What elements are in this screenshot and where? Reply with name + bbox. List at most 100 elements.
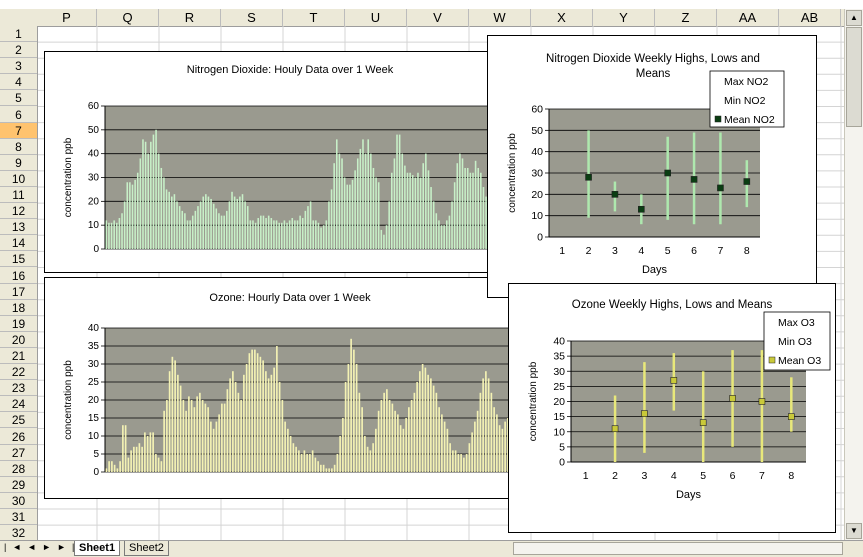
data-bar xyxy=(356,158,359,249)
data-bar xyxy=(438,220,440,249)
column-header-x[interactable]: X xyxy=(531,9,593,26)
tab-navigation-icons[interactable]: |◄◄►►| xyxy=(4,542,81,552)
row-header-20[interactable]: 20 xyxy=(0,332,37,348)
data-bar xyxy=(333,464,336,472)
row-header-27[interactable]: 27 xyxy=(0,445,37,461)
no2-hourly-chart[interactable]: Nitrogen Dioxide: Houly Data over 1 Week… xyxy=(44,51,551,273)
chart-title: Means xyxy=(636,68,671,80)
y-tick-label: 40 xyxy=(531,146,543,158)
x-tick-label: 8 xyxy=(744,245,750,257)
data-bar xyxy=(291,218,294,249)
data-bar xyxy=(358,392,361,472)
x-tick-label: 6 xyxy=(730,470,736,482)
data-bar xyxy=(226,210,228,249)
row-header-12[interactable]: 12 xyxy=(0,203,37,220)
row-header-25[interactable]: 25 xyxy=(0,412,37,429)
row-header-22[interactable]: 22 xyxy=(0,364,37,381)
data-bar xyxy=(232,371,234,472)
y-tick-label: 30 xyxy=(88,173,100,184)
row-header-8[interactable]: 8 xyxy=(0,139,37,155)
data-bar xyxy=(212,203,215,249)
column-header-z[interactable]: Z xyxy=(655,9,717,26)
data-bar xyxy=(485,371,487,472)
row-header-16[interactable]: 16 xyxy=(0,268,37,284)
row-header-1[interactable]: 1 xyxy=(0,26,37,42)
column-header-ab[interactable]: AB xyxy=(779,9,841,26)
tab-sheet1[interactable]: Sheet1 xyxy=(74,541,121,556)
no2-weekly-chart[interactable]: Nitrogen Dioxide Weekly Highs, Lows and M… xyxy=(487,35,817,298)
data-bar xyxy=(441,414,443,472)
row-header-11[interactable]: 11 xyxy=(0,187,37,203)
column-header-w[interactable]: W xyxy=(469,9,531,26)
scroll-up-icon[interactable]: ▲ xyxy=(846,10,862,26)
column-header-v[interactable]: V xyxy=(407,9,469,26)
o3-hourly-chart[interactable]: Ozone: Hourly Data over 1 Week 0 5 10 15 20 25… xyxy=(44,277,551,499)
row-header-10[interactable]: 10 xyxy=(0,171,37,187)
row-header-9[interactable]: 9 xyxy=(0,155,37,171)
data-bar xyxy=(155,454,157,472)
data-bar xyxy=(296,220,299,249)
column-header-u[interactable]: U xyxy=(345,9,407,26)
data-bar xyxy=(490,392,493,472)
data-bar xyxy=(155,129,157,249)
data-bar xyxy=(226,389,229,472)
row-header-13[interactable]: 13 xyxy=(0,219,37,236)
column-header-r[interactable]: R xyxy=(159,9,221,26)
row-header-17[interactable]: 17 xyxy=(0,284,37,300)
column-header-y[interactable]: Y xyxy=(593,9,655,26)
row-header-3[interactable]: 3 xyxy=(0,58,37,75)
data-bar xyxy=(218,414,220,472)
row-header-14[interactable]: 14 xyxy=(0,235,37,252)
data-bar xyxy=(388,201,390,249)
data-bar xyxy=(130,450,132,472)
row-header-31[interactable]: 31 xyxy=(0,509,37,525)
mean-marker xyxy=(585,173,592,181)
data-bar xyxy=(229,378,231,472)
data-bar xyxy=(409,172,411,249)
row-header-24[interactable]: 24 xyxy=(0,396,37,413)
row-header-23[interactable]: 23 xyxy=(0,380,37,397)
row-header-15[interactable]: 15 xyxy=(0,251,37,268)
row-header-28[interactable]: 28 xyxy=(0,461,37,477)
data-bar xyxy=(421,364,424,472)
data-bar xyxy=(160,461,163,472)
scroll-down-icon[interactable]: ▼ xyxy=(846,523,862,539)
column-header-t[interactable]: T xyxy=(283,9,345,26)
column-header-aa[interactable]: AA xyxy=(717,9,779,26)
data-bar xyxy=(256,353,259,472)
vertical-scrollbar[interactable]: ▲ ▼ xyxy=(844,9,863,540)
data-bar xyxy=(288,220,291,249)
y-tick-label: 25 xyxy=(553,381,565,393)
column-header-p[interactable]: P xyxy=(37,9,97,26)
tab-sheet2[interactable]: Sheet2 xyxy=(124,541,169,556)
data-bar xyxy=(493,407,495,472)
row-header-26[interactable]: 26 xyxy=(0,429,37,445)
row-header-2[interactable]: 2 xyxy=(0,42,37,59)
row-header-19[interactable]: 19 xyxy=(0,316,37,332)
data-bar xyxy=(163,177,165,249)
data-bar xyxy=(330,189,333,249)
horizontal-scrollbar[interactable] xyxy=(513,542,843,555)
column-header-s[interactable]: S xyxy=(221,9,283,26)
o3-weekly-chart[interactable]: Ozone Weekly Highs, Lows and Means 0 5 10 15… xyxy=(508,283,836,533)
row-header-18[interactable]: 18 xyxy=(0,300,37,316)
y-tick-label: 0 xyxy=(93,244,99,255)
row-header-4[interactable]: 4 xyxy=(0,74,37,91)
mean-marker xyxy=(638,205,645,213)
data-bar xyxy=(113,220,115,249)
data-bar xyxy=(141,446,143,472)
data-bar xyxy=(260,215,262,249)
row-header-30[interactable]: 30 xyxy=(0,493,37,509)
row-header-29[interactable]: 29 xyxy=(0,477,37,493)
vertical-scroll-thumb[interactable] xyxy=(846,27,862,127)
data-bar xyxy=(286,222,288,249)
row-header-32[interactable]: 32 xyxy=(0,525,37,542)
row-header-5[interactable]: 5 xyxy=(0,90,37,107)
row-header-21[interactable]: 21 xyxy=(0,348,37,364)
data-bar xyxy=(309,201,312,249)
data-bar xyxy=(338,153,341,249)
column-header-q[interactable]: Q xyxy=(97,9,159,26)
row-header-7[interactable]: 7 xyxy=(0,122,37,139)
data-bar xyxy=(414,177,417,249)
row-header-6[interactable]: 6 xyxy=(0,107,37,123)
